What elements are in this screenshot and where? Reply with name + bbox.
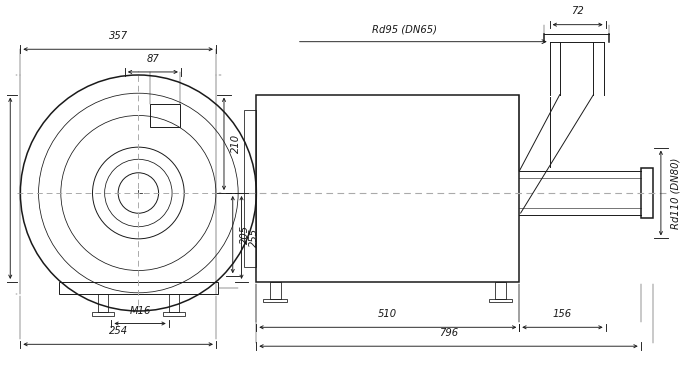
Bar — [98, 294, 108, 312]
Text: 255: 255 — [248, 228, 259, 247]
Bar — [270, 282, 281, 299]
Bar — [59, 282, 217, 294]
Text: 72: 72 — [571, 6, 584, 16]
Bar — [244, 110, 257, 267]
Text: 510: 510 — [378, 309, 398, 319]
Text: 796: 796 — [439, 328, 458, 338]
Bar — [162, 312, 185, 316]
Text: 205: 205 — [240, 225, 250, 244]
Bar — [264, 299, 287, 302]
Bar — [151, 104, 180, 127]
Text: 527: 527 — [0, 179, 3, 198]
Text: 254: 254 — [109, 326, 128, 336]
Text: Rd95 (DN65): Rd95 (DN65) — [372, 25, 437, 35]
Text: 357: 357 — [109, 31, 128, 41]
Bar — [257, 95, 519, 282]
Text: 156: 156 — [553, 309, 572, 319]
Bar — [641, 168, 653, 218]
Bar — [488, 299, 513, 302]
Text: Rd110 (DN80): Rd110 (DN80) — [671, 157, 680, 229]
Text: 210: 210 — [231, 134, 241, 153]
Text: 87: 87 — [147, 54, 159, 64]
Bar — [169, 294, 179, 312]
Bar — [495, 282, 506, 299]
Bar — [92, 312, 114, 316]
Text: M16: M16 — [129, 306, 151, 316]
